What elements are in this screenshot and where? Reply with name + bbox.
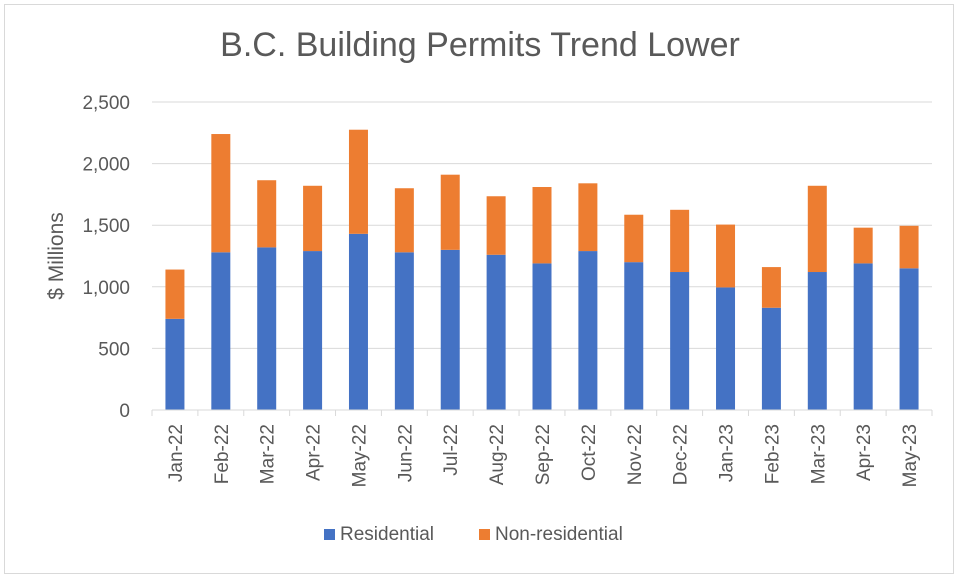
bar-non-residential [211,134,231,253]
bar-non-residential [624,214,644,263]
legend-swatch [479,529,490,540]
bar-residential [853,263,873,410]
bar-non-residential [394,188,414,253]
x-tick-label: Jul-22 [441,424,462,476]
bars [165,129,919,410]
bar-non-residential [303,185,323,252]
bar-non-residential [486,196,506,255]
y-tick-label: 2,000 [82,155,130,176]
bar-non-residential [348,129,368,234]
y-tick-label: 0 [119,401,130,422]
bar-residential [257,247,277,410]
x-tick-label: Feb-23 [762,424,783,484]
legend-label: Residential [340,524,434,545]
x-tick-label: Sep-22 [533,424,554,485]
bar-non-residential [532,187,552,264]
bar-residential [532,263,552,410]
bar-non-residential [257,180,277,248]
bar-residential [211,252,231,410]
bar-residential [624,262,644,410]
bar-residential [761,307,781,410]
bar-residential [807,272,827,410]
y-axis-title: $ Millions [45,212,68,300]
bar-residential [165,318,185,410]
bar-non-residential [670,209,690,273]
x-tick-label: Mar-22 [258,424,279,484]
chart-title: B.C. Building Permits Trend Lower [220,26,740,64]
y-axis-ticks: 0 500 1,000 1,500 2,000 2,500 [82,93,130,422]
chart-frame [4,4,954,574]
bar-non-residential [807,185,827,273]
bar-residential [716,287,736,410]
x-tick-label: Apr-23 [854,424,875,481]
x-tick-label: Jan-22 [166,424,187,482]
x-tick-label: Nov-22 [625,424,646,485]
x-tick-label: Oct-22 [579,424,600,481]
y-tick-label: 2,500 [82,93,130,114]
bar-residential [899,268,919,410]
bar-residential [486,254,506,410]
bar-non-residential [853,227,873,264]
x-tick-label: Jun-22 [395,424,416,482]
x-tick-label: Jan-23 [717,424,738,482]
bar-non-residential [165,269,185,319]
x-tick-label: Apr-22 [304,424,325,481]
x-tick-label: Feb-22 [212,424,233,484]
x-tick-label: May-23 [900,424,921,487]
bar-residential [394,252,414,410]
x-tick-label: May-22 [349,424,370,487]
x-tick-label: Dec-22 [671,424,692,485]
legend: Residential Non-residential [324,524,623,545]
y-tick-label: 1,000 [82,278,130,299]
bar-non-residential [578,183,598,252]
bar-non-residential [899,225,919,269]
x-tick-label: Aug-22 [487,424,508,485]
x-tick-label: Mar-23 [808,424,829,484]
bar-residential [578,251,598,410]
y-tick-label: 1,500 [82,216,130,237]
legend-label: Non-residential [495,524,623,545]
bar-residential [670,272,690,410]
bar-non-residential [761,267,781,308]
bar-non-residential [716,224,736,288]
bar-residential [348,233,368,410]
y-tick-label: 500 [98,339,130,360]
x-axis-ticks: Jan-22 Feb-22 Mar-22 Apr-22 May-22 Jun-22 Jul-… [151,410,933,487]
bar-residential [440,249,460,410]
legend-swatch [324,529,335,540]
bar-non-residential [440,174,460,250]
bar-residential [303,251,323,410]
